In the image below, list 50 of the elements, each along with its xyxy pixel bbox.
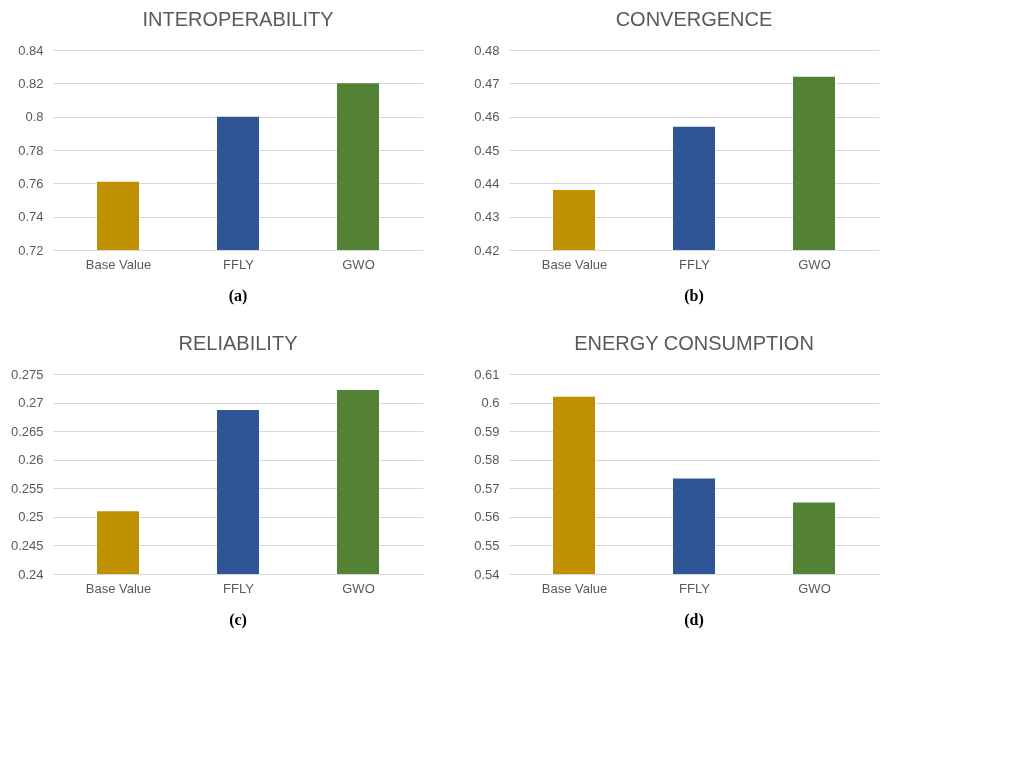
y-tick-label: 0.255 xyxy=(10,480,44,496)
x-tick-label: Base Value xyxy=(85,580,152,596)
y-tick-label: 0.47 xyxy=(474,75,500,91)
y-tick-label: 0.57 xyxy=(474,480,500,496)
y-tick-label: 0.45 xyxy=(474,142,500,158)
y-tick-label: 0.55 xyxy=(474,537,500,553)
y-tick-label: 0.84 xyxy=(18,42,44,58)
y-tick-label: 0.245 xyxy=(10,537,44,553)
x-tick-label: Base Value xyxy=(541,256,608,272)
y-tick-label: 0.25 xyxy=(18,509,44,525)
x-tick-label: GWO xyxy=(798,580,831,596)
y-tick-label: 0.58 xyxy=(474,452,500,468)
x-tick-label: Base Value xyxy=(85,256,152,272)
chart-title: RELIABILITY xyxy=(178,332,298,354)
y-tick-label: 0.43 xyxy=(474,209,500,225)
y-tick-label: 0.82 xyxy=(18,75,44,91)
chart-title: ENERGY CONSUMPTION xyxy=(574,332,814,354)
x-tick-label: FFLY xyxy=(679,580,711,596)
y-tick-label: 0.46 xyxy=(474,109,500,125)
y-tick-label: 0.26 xyxy=(18,452,44,468)
x-tick-label: GWO xyxy=(342,256,375,272)
y-tick-label: 0.59 xyxy=(474,423,500,439)
y-tick-label: 0.48 xyxy=(474,42,500,58)
y-tick-label: 0.6 xyxy=(481,395,500,411)
y-tick-label: 0.24 xyxy=(18,566,44,582)
x-tick-label: FFLY xyxy=(223,580,255,596)
y-tick-label: 0.275 xyxy=(10,366,44,382)
chart-title: INTEROPERABILITY xyxy=(142,8,334,30)
y-tick-label: 0.8 xyxy=(25,109,44,125)
y-tick-label: 0.265 xyxy=(10,423,44,439)
y-tick-label: 0.72 xyxy=(18,242,44,258)
text: (d) xyxy=(684,611,704,629)
x-tick-label: GWO xyxy=(342,580,375,596)
y-tick-label: 0.27 xyxy=(18,395,44,411)
y-tick-label: 0.56 xyxy=(474,509,500,525)
y-tick-label: 0.61 xyxy=(474,366,500,382)
y-tick-label: 0.78 xyxy=(18,142,44,158)
x-tick-label: FFLY xyxy=(223,256,255,272)
y-tick-label: 0.42 xyxy=(474,242,500,258)
x-tick-label: Base Value xyxy=(541,580,608,596)
y-tick-label: 0.44 xyxy=(474,175,500,191)
y-tick-label: 0.76 xyxy=(18,175,44,191)
y-tick-label: 0.74 xyxy=(18,209,44,225)
chart-title: CONVERGENCE xyxy=(615,8,773,30)
text: (a) xyxy=(228,287,248,305)
x-tick-label: GWO xyxy=(798,256,831,272)
y-tick-label: 0.54 xyxy=(474,566,500,582)
text: (b) xyxy=(684,287,704,305)
x-tick-label: FFLY xyxy=(679,256,711,272)
text: (c) xyxy=(229,611,247,629)
